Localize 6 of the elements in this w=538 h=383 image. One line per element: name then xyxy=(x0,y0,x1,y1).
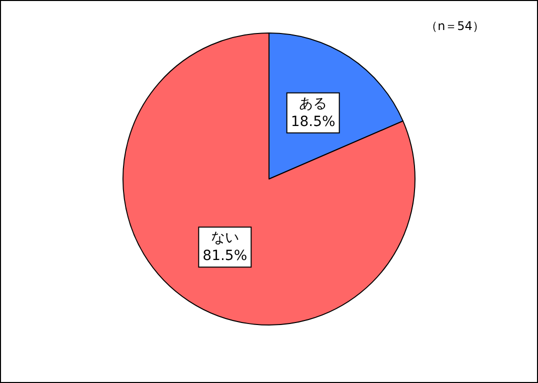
slice-label: ない xyxy=(210,230,239,246)
pie-slice xyxy=(122,32,416,326)
data-label: 81.5% xyxy=(202,248,248,264)
slice-label: ある xyxy=(299,96,328,112)
text: （n＝54） xyxy=(426,19,484,33)
data-label: 18.5% xyxy=(290,114,336,130)
